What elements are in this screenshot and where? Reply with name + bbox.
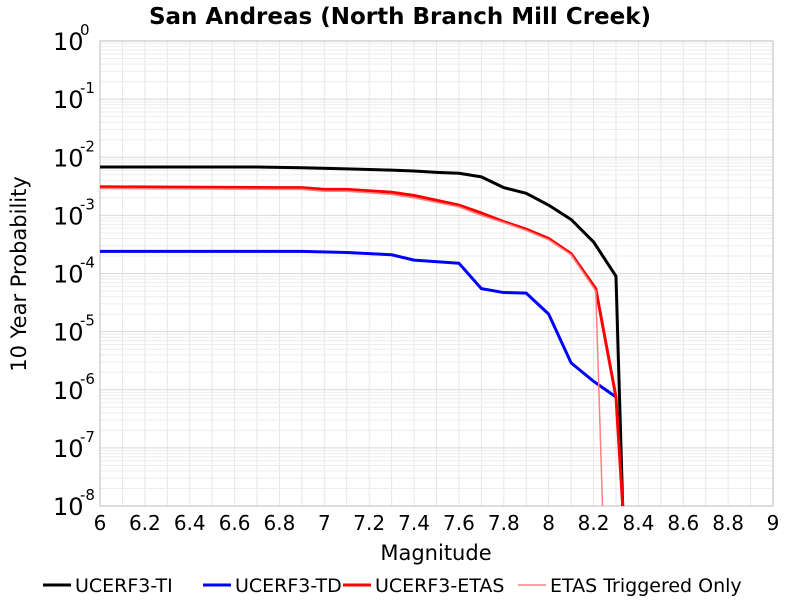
- series-line-ucerf3-etas: [99, 185, 625, 507]
- x-tick-label: 8.4: [622, 511, 654, 535]
- x-tick-label: 8: [542, 511, 555, 535]
- y-tick-label: 10-5: [53, 312, 95, 347]
- y-tick-label: 10-4: [53, 254, 95, 289]
- x-tick-label: 7: [318, 511, 331, 535]
- chart-title: San Andreas (North Branch Mill Creek): [149, 4, 651, 30]
- y-tick-base: 10: [53, 261, 84, 289]
- legend: UCERF3-TI UCERF3-TD UCERF3-ETAS ETAS Trigge…: [43, 575, 742, 597]
- y-tick-base: 10: [53, 493, 84, 521]
- x-tick-label: 6.8: [264, 511, 296, 535]
- x-axis-ticks: 6 6.2 6.4 6.6 6.8 7 7.2 7.4 7.6 7.8 8 8.2 8.4 8.6 8.8 9: [94, 511, 780, 535]
- x-axis-label: Magnitude: [380, 541, 491, 565]
- legend-entry: UCERF3-ETAS: [343, 575, 504, 597]
- y-tick-label: 10-1: [53, 79, 95, 114]
- legend-label: UCERF3-TD: [235, 575, 342, 597]
- y-tick-base: 10: [53, 28, 84, 56]
- y-tick-label: 10-7: [53, 428, 95, 463]
- y-tick-base: 10: [53, 377, 84, 405]
- y-tick-label: 10-8: [53, 486, 95, 521]
- y-tick-exponent: -8: [80, 486, 95, 504]
- legend-label: UCERF3-TI: [75, 575, 173, 597]
- plot-area: [99, 40, 774, 507]
- x-tick-label: 6.4: [174, 511, 206, 535]
- x-tick-label: 7.2: [353, 511, 385, 535]
- x-tick-label: 7.4: [398, 511, 430, 535]
- x-tick-label: 6.2: [129, 511, 161, 535]
- y-tick-base: 10: [53, 144, 84, 172]
- series-line-etas-triggered-only: [99, 187, 604, 507]
- x-tick-label: 8.8: [712, 511, 744, 535]
- y-tick-exponent: -7: [80, 428, 95, 446]
- y-tick-base: 10: [53, 319, 84, 347]
- x-tick-label: 8.2: [578, 511, 610, 535]
- y-tick-exponent: -4: [80, 254, 95, 272]
- legend-label: ETAS Triggered Only: [550, 575, 742, 597]
- y-tick-exponent: 0: [80, 21, 90, 39]
- y-tick-base: 10: [53, 202, 84, 230]
- x-tick-label: 8.6: [667, 511, 699, 535]
- x-tick-label: 9: [767, 511, 780, 535]
- y-tick-exponent: -2: [80, 137, 95, 155]
- x-tick-label: 7.6: [443, 511, 475, 535]
- x-tick-label: 6.6: [219, 511, 251, 535]
- y-tick-label: 10-3: [53, 195, 95, 230]
- y-tick-label: 10-6: [53, 370, 95, 405]
- legend-entry: UCERF3-TI: [43, 575, 173, 597]
- series-line-ucerf3-ti: [100, 165, 625, 507]
- y-tick-exponent: -6: [80, 370, 95, 388]
- y-axis-label: 10 Year Probability: [7, 176, 31, 372]
- series-lines: [99, 165, 625, 507]
- legend-entry: UCERF3-TD: [203, 575, 342, 597]
- y-tick-label: 10-2: [53, 137, 95, 172]
- y-tick-exponent: -1: [80, 79, 95, 97]
- y-tick-base: 10: [53, 86, 84, 114]
- grid: [99, 41, 774, 507]
- y-tick-label: 100: [53, 21, 90, 56]
- legend-label: UCERF3-ETAS: [375, 575, 504, 597]
- legend-entry: ETAS Triggered Only: [518, 575, 742, 597]
- y-tick-base: 10: [53, 435, 84, 463]
- x-tick-label: 7.8: [488, 511, 520, 535]
- y-tick-exponent: -5: [80, 312, 95, 330]
- y-tick-exponent: -3: [80, 195, 95, 213]
- series-line-ucerf3-td: [100, 249, 617, 399]
- x-tick-label: 6: [94, 511, 107, 535]
